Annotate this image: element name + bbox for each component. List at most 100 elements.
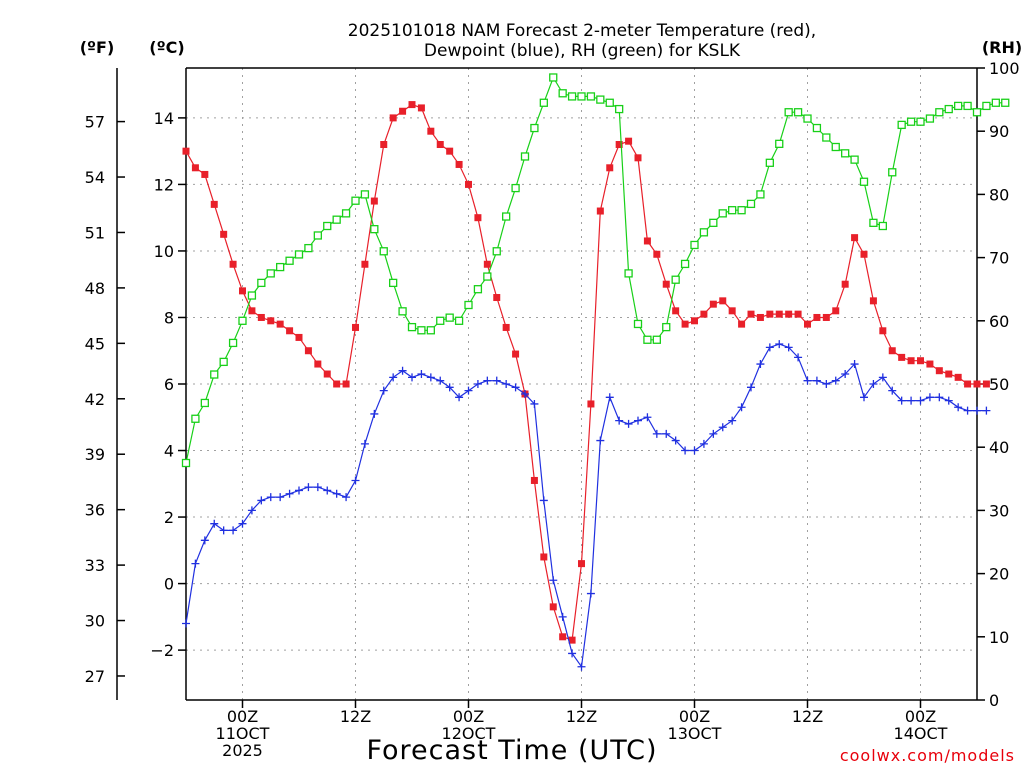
dewpoint-point bbox=[530, 399, 539, 408]
temperature-point bbox=[719, 297, 727, 305]
dewpoint-point bbox=[568, 649, 577, 658]
dewpoint-point bbox=[370, 409, 379, 418]
temperature-point bbox=[813, 313, 821, 321]
dewpoint-point bbox=[182, 619, 190, 628]
fahrenheit-tick-label: 45 bbox=[85, 334, 105, 353]
dewpoint-point bbox=[351, 476, 360, 485]
dewpoint-point bbox=[699, 439, 708, 448]
rh-point bbox=[859, 177, 869, 186]
dewpoint-point bbox=[916, 396, 925, 405]
rh-point bbox=[200, 398, 209, 408]
dewpoint-point bbox=[247, 506, 256, 515]
fahrenheit-unit-label: (ºF) bbox=[80, 38, 115, 57]
rh-point bbox=[812, 123, 822, 133]
celsius-tick-label: −2 bbox=[150, 641, 174, 660]
temperature-point bbox=[766, 310, 774, 318]
temperature-point bbox=[785, 310, 793, 318]
dewpoint-point bbox=[634, 416, 642, 425]
x-tick-label: 00Z bbox=[679, 707, 710, 726]
temperature-point bbox=[888, 347, 896, 355]
temperature-point bbox=[540, 553, 548, 561]
dewpoint-point bbox=[483, 376, 492, 385]
rh-tick-label: 20 bbox=[989, 565, 1009, 584]
chart-axes bbox=[116, 67, 985, 708]
dewpoint-point bbox=[379, 386, 388, 395]
credit-text[interactable]: coolwx.com/models bbox=[840, 746, 1015, 765]
rh-point bbox=[332, 215, 341, 224]
temperature-point bbox=[841, 280, 849, 288]
rh-series bbox=[181, 73, 1010, 468]
rh-point bbox=[341, 209, 351, 218]
dewpoint-point bbox=[869, 380, 878, 388]
dewpoint-point bbox=[662, 429, 671, 438]
rh-point bbox=[313, 231, 322, 240]
temperature-point bbox=[822, 313, 830, 321]
rh-point bbox=[925, 114, 935, 123]
dewpoint-series bbox=[182, 340, 991, 671]
data-series bbox=[181, 73, 1010, 671]
fahrenheit-tick-label: 39 bbox=[85, 445, 105, 464]
fahrenheit-tick-label: 42 bbox=[85, 390, 105, 409]
dewpoint-point bbox=[229, 526, 238, 535]
rh-point bbox=[492, 247, 501, 256]
rh-line bbox=[185, 76, 1006, 464]
dewpoint-point bbox=[511, 383, 520, 392]
temperature-point bbox=[295, 333, 303, 341]
rh-point bbox=[728, 206, 737, 215]
rh-point bbox=[652, 335, 661, 344]
rh-point bbox=[567, 92, 577, 101]
dewpoint-point bbox=[455, 393, 464, 402]
rh-point bbox=[954, 101, 963, 111]
dewpoint-point bbox=[718, 423, 727, 432]
dewpoint-point bbox=[577, 662, 586, 671]
temperature-point bbox=[606, 164, 614, 172]
temperature-point bbox=[342, 380, 350, 388]
rh-point bbox=[530, 123, 539, 133]
temperature-point bbox=[879, 327, 887, 335]
dewpoint-point bbox=[295, 486, 303, 495]
dewpoint-point bbox=[841, 370, 850, 379]
temperature-point bbox=[587, 400, 595, 408]
temperature-point bbox=[304, 347, 312, 355]
temperature-point bbox=[314, 360, 322, 368]
temperature-point bbox=[286, 327, 294, 335]
rh-tick-label: 50 bbox=[989, 375, 1009, 394]
rh-point bbox=[831, 142, 840, 152]
temperature-point bbox=[775, 310, 783, 318]
rh-point bbox=[436, 316, 445, 325]
rh-point bbox=[426, 326, 435, 335]
temperature-point bbox=[361, 260, 369, 268]
rh-point bbox=[596, 95, 605, 104]
celsius-tick-label: 12 bbox=[154, 175, 174, 194]
temperature-point bbox=[625, 137, 633, 145]
rh-point bbox=[323, 221, 332, 231]
dewpoint-point bbox=[737, 403, 746, 412]
rh-point bbox=[643, 335, 652, 344]
temperature-point bbox=[257, 313, 265, 321]
dewpoint-point bbox=[794, 353, 803, 362]
dewpoint-point bbox=[492, 376, 501, 385]
rh-point bbox=[605, 98, 614, 107]
rh-point bbox=[238, 316, 247, 325]
temperature-point bbox=[747, 310, 755, 318]
dewpoint-point bbox=[304, 483, 313, 492]
temperature-point bbox=[756, 313, 764, 321]
rh-point bbox=[1001, 98, 1010, 107]
dewpoint-point bbox=[605, 393, 614, 402]
dewpoint-point bbox=[747, 383, 755, 392]
temperature-point bbox=[276, 320, 284, 328]
rh-point bbox=[680, 259, 690, 269]
rh-point bbox=[878, 221, 887, 231]
temperature-point bbox=[483, 260, 491, 268]
temperature-point bbox=[417, 104, 425, 112]
rh-point bbox=[577, 92, 586, 101]
rh-point bbox=[502, 212, 511, 221]
rh-point bbox=[775, 139, 784, 148]
rh-point bbox=[464, 300, 473, 310]
dewpoint-point bbox=[417, 370, 426, 379]
rh-point bbox=[558, 89, 567, 98]
dewpoint-point bbox=[276, 493, 285, 502]
temperature-series bbox=[182, 101, 990, 644]
rh-point bbox=[294, 250, 304, 259]
temperature-point bbox=[352, 323, 359, 331]
